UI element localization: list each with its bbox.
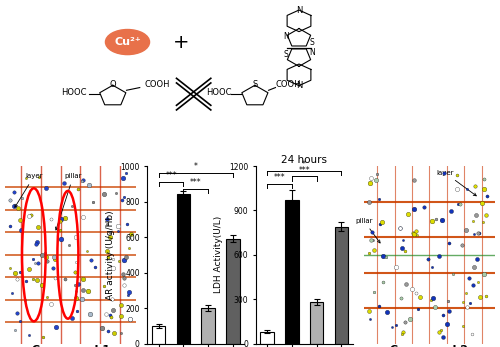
Text: ***: ***	[274, 173, 285, 182]
Text: O: O	[110, 80, 116, 89]
Text: S: S	[284, 50, 288, 59]
Text: *: *	[194, 162, 198, 171]
Y-axis label: LDH Activity(U/L): LDH Activity(U/L)	[214, 216, 224, 294]
Ellipse shape	[106, 29, 150, 54]
Title: 24 hours: 24 hours	[281, 155, 327, 165]
Text: ***: ***	[166, 171, 177, 180]
Text: Compound 2: Compound 2	[390, 345, 468, 347]
Text: N: N	[296, 6, 302, 15]
Text: N: N	[310, 48, 315, 57]
Text: Cu²⁺: Cu²⁺	[114, 37, 141, 47]
Text: pillar: pillar	[355, 218, 380, 243]
Text: COOH: COOH	[144, 80, 170, 89]
Bar	[202, 308, 215, 344]
Bar	[176, 194, 190, 344]
Text: ***: ***	[190, 178, 202, 187]
Text: N: N	[283, 32, 288, 41]
Bar	[334, 227, 348, 344]
Bar	[285, 200, 298, 344]
Text: S: S	[252, 80, 258, 89]
Text: N: N	[296, 81, 302, 90]
Text: layer: layer	[436, 170, 476, 196]
Bar	[260, 332, 274, 344]
Bar	[310, 302, 324, 344]
Text: pillar: pillar	[56, 174, 82, 230]
Y-axis label: AR activity (U/g/Hb): AR activity (U/g/Hb)	[106, 210, 115, 299]
Text: layer: layer	[15, 174, 42, 207]
Bar	[226, 239, 240, 344]
Text: +: +	[173, 33, 190, 52]
Text: COOH: COOH	[276, 80, 301, 89]
Bar	[152, 326, 166, 344]
Text: S: S	[310, 37, 314, 46]
Text: HOOC: HOOC	[62, 88, 87, 98]
Text: Compound 1: Compound 1	[32, 345, 110, 347]
Text: ***: ***	[298, 166, 310, 175]
Text: HOOC: HOOC	[206, 88, 232, 98]
Text: *: *	[302, 160, 306, 169]
